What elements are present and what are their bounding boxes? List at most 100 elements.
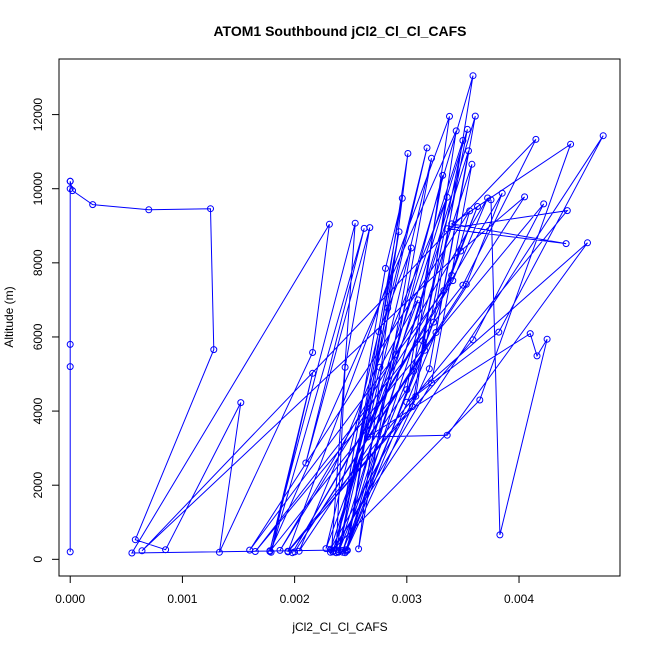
data-point [276,546,284,554]
x-tick-label: 0.000 [55,592,85,606]
data-point [533,352,541,360]
data-point [302,459,310,467]
data-point [295,547,303,555]
data-point [468,160,476,168]
data-point [476,396,484,404]
x-axis: 0.000 0.001 0.002 0.003 0.004 [55,576,534,606]
data-point [471,112,479,120]
data-point [366,224,374,232]
data-point [463,125,471,133]
data-point [462,280,470,288]
y-tick-label: 0 [31,556,45,563]
data-point [412,392,420,400]
y-axis-label: Altitude (m) [2,286,16,347]
data-point [521,193,529,201]
data-point [131,536,139,544]
data-point [443,225,451,233]
data-point [355,545,363,553]
data-point [469,72,477,80]
data-point [237,399,245,407]
data-point [342,546,350,554]
data-point [423,144,431,152]
data-point [364,433,371,441]
data-point [89,201,97,209]
data-point [251,548,259,555]
data-point [449,277,457,285]
data-point [291,548,299,556]
data-point [440,287,448,295]
data-point [375,328,383,336]
x-tick-label: 0.003 [392,592,422,606]
data-point [395,228,403,236]
data-point [543,335,551,343]
data-point [428,379,435,387]
data-point [66,185,74,193]
data-point [443,193,451,201]
data-point [398,194,406,202]
data-point [562,240,570,248]
chart-title: ATOM1 Southbound jCl2_Cl_Cl_CAFS [213,23,466,39]
data-point [325,220,333,228]
data-point [66,363,74,371]
data-point [162,546,170,554]
plot-frame [58,58,621,577]
data-point [410,367,418,375]
data-point [66,177,74,185]
y-tick-label: 8000 [31,249,45,276]
x-axis-label: jCl2_Cl_Cl_CAFS [291,620,387,634]
data-point [584,239,591,247]
data-point [448,271,456,279]
data-point [284,547,292,555]
data-point [599,132,607,140]
data-point [469,336,477,344]
data-point [439,171,447,179]
data-point [210,346,218,354]
data-point [404,150,412,157]
data-point [419,337,426,345]
data-point [66,340,74,348]
data-point [457,247,465,255]
data-point [128,549,136,557]
data-point [540,200,548,208]
data-point [341,363,349,371]
data-point [392,351,400,359]
data-point [66,548,74,556]
data-point [408,403,416,411]
data-point [414,296,422,304]
data-point [466,207,474,215]
data-point [403,386,411,394]
data-point [487,196,495,204]
data-point [498,189,506,197]
data-point [484,194,492,202]
data-point [330,547,338,555]
data-point [341,549,349,557]
data-point [145,206,153,214]
data-point [526,330,534,338]
y-axis: 0 2000 4000 6000 8000 10000 12000 [31,98,59,563]
data-point [382,264,389,272]
data-point [207,205,214,213]
data-point [138,547,146,555]
data-point [430,318,438,326]
data-point [309,369,317,377]
data-point [446,112,453,120]
y-tick-label: 2000 [31,472,45,499]
data-point [443,431,451,439]
data-point [266,548,274,555]
x-tick-label: 0.001 [167,592,197,606]
data-point [474,203,481,210]
x-tick-label: 0.002 [280,592,310,606]
data-point [452,127,460,135]
data-point [567,140,575,148]
data-point [425,365,433,373]
data-point [343,546,351,554]
data-point [309,349,317,356]
data-point [267,548,275,556]
data-point [496,531,504,539]
data-point [495,328,503,336]
plot-area [66,72,607,557]
y-tick-label: 6000 [31,323,45,350]
data-point [322,545,330,553]
x-tick-label: 0.004 [504,592,534,606]
